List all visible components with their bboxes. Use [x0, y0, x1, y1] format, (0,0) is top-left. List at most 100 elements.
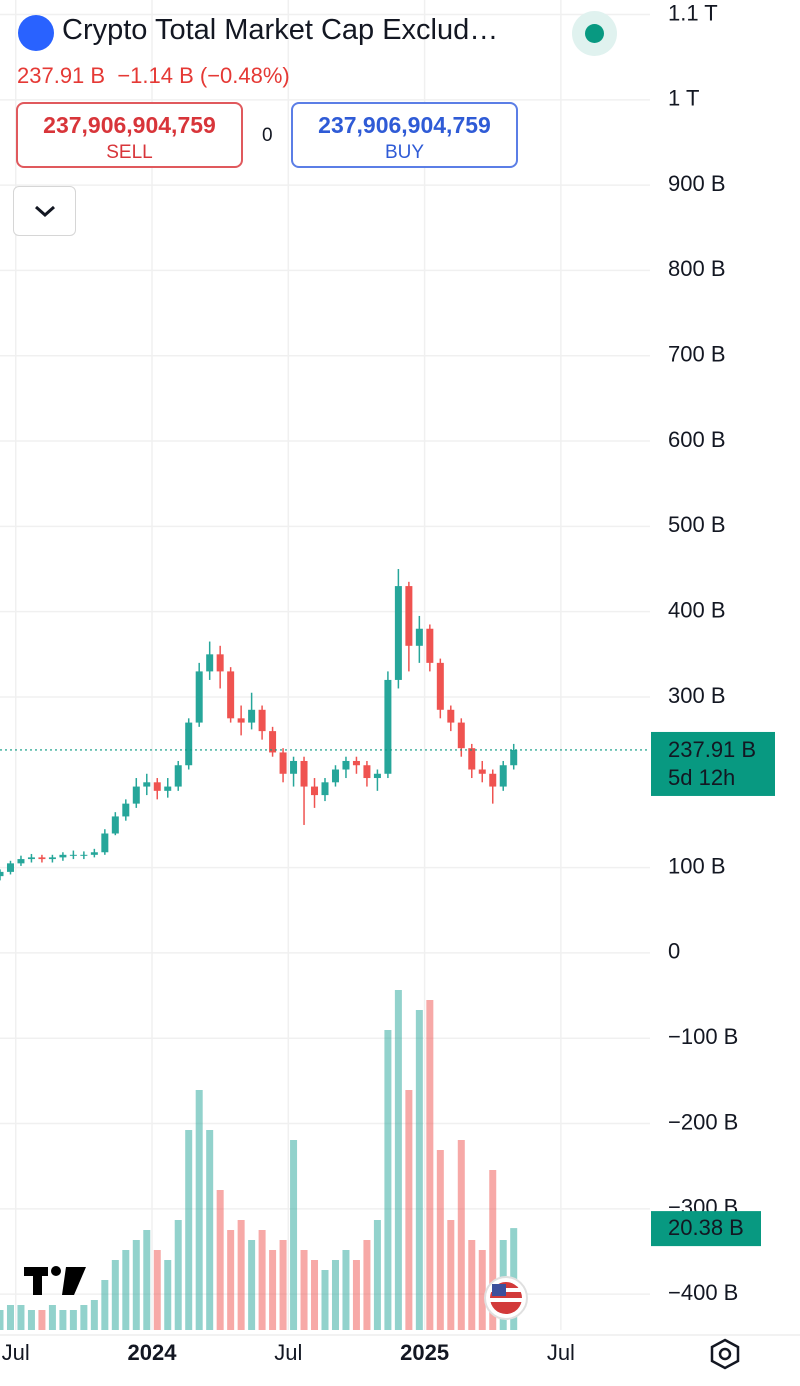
volume-bar — [101, 1280, 109, 1330]
y-tick-label: 0 — [668, 939, 680, 964]
y-tick-label: 400 B — [668, 597, 726, 622]
candle-body — [17, 859, 25, 864]
y-tick-label: 100 B — [668, 853, 726, 878]
last-price: 237.91 B — [17, 63, 106, 88]
volume-bar — [143, 1230, 151, 1330]
candle-body — [90, 852, 98, 855]
volume-bar — [384, 1030, 392, 1330]
candle-body — [352, 760, 360, 766]
volume-bar — [290, 1140, 298, 1330]
settings-icon[interactable] — [710, 1338, 740, 1370]
volume-bar — [174, 1220, 182, 1330]
symbol-title[interactable]: Crypto Total Market Cap Exclud… — [62, 14, 499, 46]
volume-bar — [0, 1310, 4, 1330]
candle-body — [300, 760, 308, 787]
price-pane — [0, 569, 650, 881]
volume-bar — [269, 1250, 277, 1330]
volume-bar — [478, 1250, 486, 1330]
y-tick-label: 600 B — [668, 427, 726, 452]
x-tick-label: Jul — [547, 1340, 575, 1365]
y-tick-label: 700 B — [668, 342, 726, 367]
candle-body — [384, 679, 392, 774]
volume-bar — [394, 990, 402, 1330]
last-price-label: 237.91 B — [668, 737, 756, 762]
expand-button[interactable] — [13, 186, 76, 236]
volume-bar — [69, 1310, 77, 1330]
volume-bar — [80, 1305, 88, 1330]
price-change: −1.14 B (−0.48%) — [117, 63, 290, 88]
candle-body — [248, 709, 256, 723]
y-tick-label: −100 B — [668, 1024, 738, 1049]
buy-button[interactable]: 237,906,904,759 BUY — [291, 102, 518, 168]
candle-body — [426, 628, 434, 663]
volume-bar — [17, 1305, 25, 1330]
volume-bar — [436, 1150, 444, 1330]
candle-body — [132, 786, 140, 804]
candle-body — [206, 654, 214, 672]
candle-body — [101, 833, 109, 853]
symbol-icon — [18, 15, 54, 51]
volume-bar — [300, 1250, 308, 1330]
countdown-label: 5d 12h — [668, 765, 735, 790]
y-tick-label: 900 B — [668, 171, 726, 196]
candle-body — [405, 586, 413, 646]
candle-body — [279, 752, 287, 774]
axes: 1.1 T 1 T 900 B 800 B 700 B 600 B 500 B 400 B 30… — [2, 0, 775, 1365]
candle-body — [174, 765, 182, 787]
candle-body — [342, 760, 350, 770]
volume-bar — [90, 1300, 98, 1330]
volume-bar — [248, 1240, 256, 1330]
last-volume-tag — [651, 1211, 761, 1247]
volume-bar — [373, 1220, 381, 1330]
volume-bar — [132, 1240, 140, 1330]
last-volume-label: 20.38 B — [668, 1215, 744, 1240]
candle-body — [153, 782, 161, 791]
candle-body — [290, 760, 298, 774]
volume-bar — [122, 1250, 130, 1330]
y-tick-label: 300 B — [668, 683, 726, 708]
y-tick-label: 500 B — [668, 512, 726, 537]
volume-bar — [258, 1230, 266, 1330]
candle-body — [216, 654, 224, 672]
market-status[interactable] — [572, 11, 617, 56]
candle-body — [38, 857, 46, 860]
candle-body — [143, 782, 151, 787]
volume-bar — [342, 1250, 350, 1330]
x-tick-label: 2024 — [128, 1340, 178, 1365]
candle-body — [0, 871, 4, 877]
volume-bar — [447, 1220, 455, 1330]
y-tick-label: 800 B — [668, 256, 726, 281]
candle-body — [6, 863, 14, 872]
candle-body — [59, 854, 67, 858]
candle-body — [164, 786, 172, 791]
candle-body — [478, 769, 486, 774]
candle-body — [27, 857, 35, 860]
volume-bar — [227, 1230, 235, 1330]
volume-bar — [489, 1170, 497, 1330]
candle-body — [331, 769, 339, 783]
candle-body — [436, 662, 444, 710]
candle-body — [311, 786, 319, 796]
volume-bar — [457, 1140, 465, 1330]
candle-body — [237, 718, 245, 723]
region-flag[interactable] — [484, 1276, 528, 1320]
candle-body — [510, 749, 518, 766]
y-tick-label: 1.1 T — [668, 0, 718, 25]
volume-bar — [185, 1130, 193, 1330]
candle-body — [447, 709, 455, 723]
candle-body — [415, 628, 423, 646]
volume-bar — [415, 1010, 423, 1330]
volume-bar — [468, 1240, 476, 1330]
grid — [0, 0, 650, 1330]
volume-bar — [352, 1260, 360, 1330]
candle-body — [185, 722, 193, 766]
candle-body — [269, 731, 277, 753]
volume-bar — [206, 1130, 214, 1330]
sell-button[interactable]: 237,906,904,759 SELL — [16, 102, 243, 168]
volume-bar — [216, 1190, 224, 1330]
candle-body — [258, 709, 266, 732]
chevron — [35, 205, 55, 218]
volume-bar — [237, 1220, 245, 1330]
volume-bar — [48, 1305, 56, 1330]
volume-bar — [111, 1260, 119, 1330]
